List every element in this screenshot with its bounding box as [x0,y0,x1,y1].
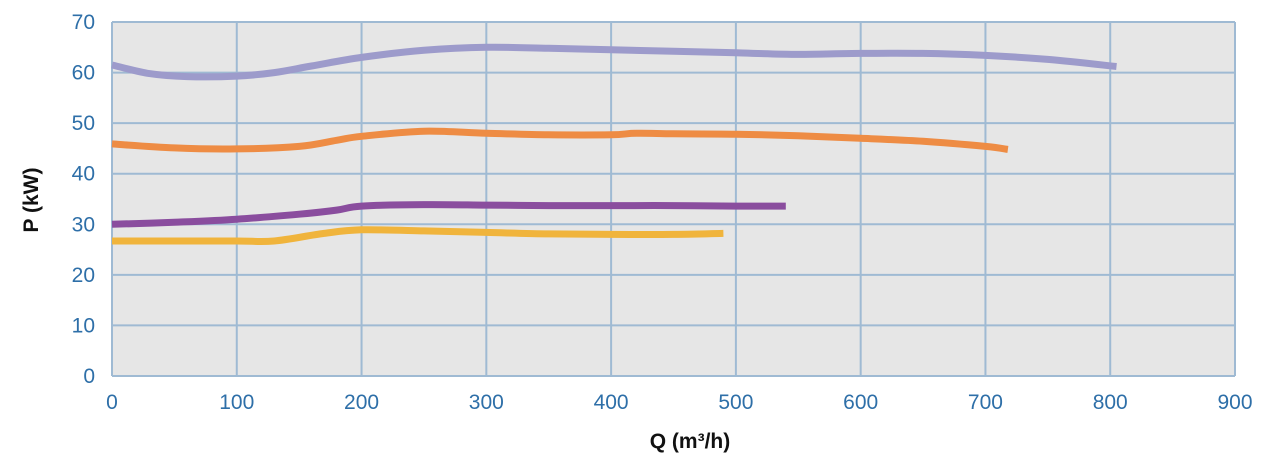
series-line-3 [111,201,786,228]
x-tick-label: 100 [219,391,254,414]
y-axis-label: P (kW) [20,168,43,233]
y-tick-label: 60 [72,62,95,85]
x-tick-label: 500 [718,391,753,414]
series-group [111,43,1117,246]
y-tick-label: 0 [83,365,95,388]
y-tick-label: 50 [72,112,95,135]
x-tick-label: 600 [843,391,878,414]
x-tick-label: 300 [469,391,504,414]
x-tick-label: 0 [106,391,118,414]
y-tick-label: 30 [72,213,95,236]
x-tick-label: 800 [1093,391,1128,414]
y-tick-label: 10 [72,314,95,337]
series-line-2 [111,127,1009,153]
x-tick-label: 200 [344,391,379,414]
series-line-1 [111,43,1117,81]
plot-area [112,22,1235,376]
series-line-4 [112,226,724,246]
y-tick-label: 70 [72,11,95,34]
plot-background [112,22,1235,376]
grid [111,21,1236,377]
x-axis-label: Q (m³/h) [650,430,730,453]
x-axis-ticks: 0 100 200 300 400 500 600 700 800 900 [106,391,1252,414]
x-tick-label: 900 [1217,391,1252,414]
x-tick-label: 700 [968,391,1003,414]
x-tick-label: 400 [594,391,629,414]
y-axis-ticks: 0 10 20 30 40 50 60 70 [72,11,95,388]
y-tick-label: 40 [72,163,95,186]
y-tick-label: 20 [72,264,95,287]
